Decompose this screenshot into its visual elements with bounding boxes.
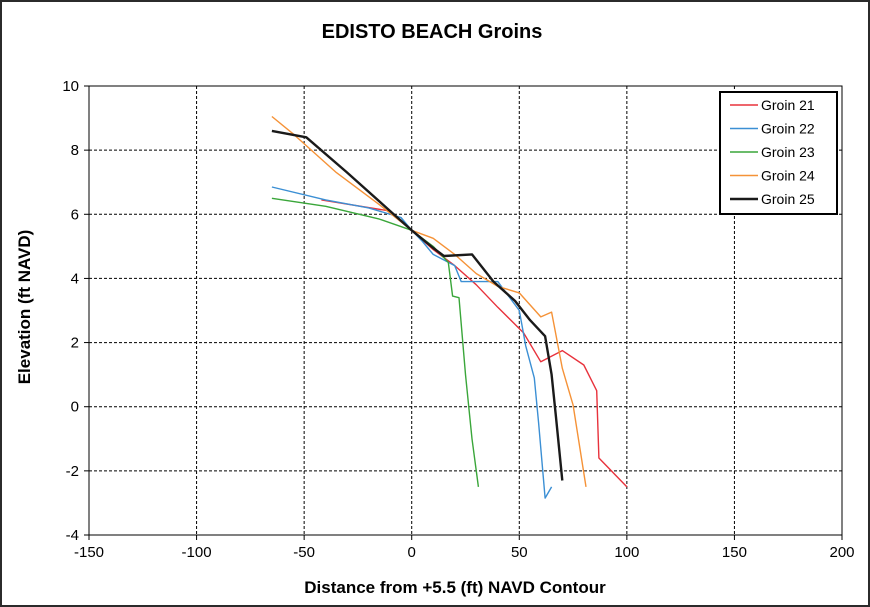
y-axis-ticks: -4 -2 0 2 4 6 8 10 [62, 78, 89, 544]
x-tick-label: -100 [182, 544, 212, 561]
plot-area-border [88, 85, 843, 536]
legend-label: Groin 24 [761, 168, 815, 184]
legend-label: Groin 23 [761, 144, 815, 160]
gridlines [89, 86, 842, 535]
legend-box [719, 91, 838, 215]
y-tick-label: 8 [71, 142, 79, 159]
y-tick-label: 0 [71, 399, 79, 416]
x-tick-label: -50 [293, 544, 315, 561]
x-tick-label: 0 [408, 544, 416, 561]
y-tick-label: 6 [71, 206, 79, 223]
x-tick-label: 100 [614, 544, 639, 561]
x-axis-ticks: -150 -100 -50 0 50 100 150 200 [74, 535, 855, 561]
series-line-groin-21 [321, 199, 628, 488]
y-axis-title: Elevation (ft NAVD) [15, 230, 34, 385]
legend-label: Groin 21 [761, 97, 815, 113]
x-tick-label: 200 [829, 544, 854, 561]
x-axis-title: Distance from +5.5 (ft) NAVD Contour [304, 578, 606, 597]
x-tick-label: 50 [511, 544, 528, 561]
series-lines [271, 115, 628, 499]
legend: Groin 21 Groin 22 Groin 23 Groin 24 Groin 25 [719, 91, 838, 215]
series-line-groin-24 [271, 115, 587, 488]
series-line-groin-22 [271, 186, 553, 499]
y-tick-label: 10 [62, 78, 79, 95]
series-line-groin-25 [271, 129, 564, 481]
y-tick-label: 2 [71, 335, 79, 352]
x-tick-label: -150 [74, 544, 104, 561]
y-tick-label: -2 [66, 463, 79, 480]
chart-title: EDISTO BEACH Groins [322, 21, 543, 43]
x-tick-label: 150 [722, 544, 747, 561]
series-line-groin-23 [271, 197, 480, 487]
y-tick-label: 4 [71, 270, 79, 287]
y-tick-label: -4 [66, 527, 79, 544]
legend-label: Groin 22 [761, 121, 815, 137]
legend-label: Groin 25 [761, 191, 815, 207]
